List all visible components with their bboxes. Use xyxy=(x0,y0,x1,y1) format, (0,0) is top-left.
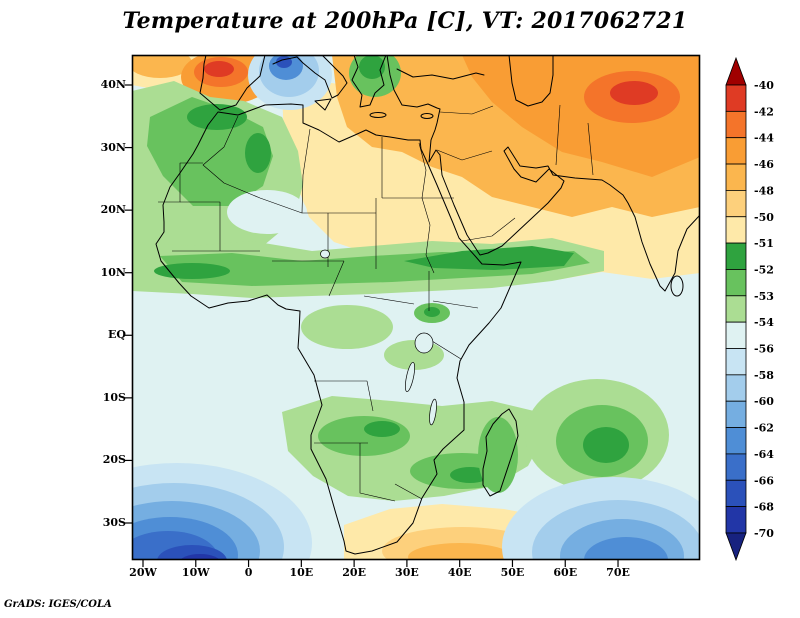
nile-river xyxy=(418,142,435,274)
colorbar-tick-label: -66 xyxy=(754,474,774,487)
colorbar-box xyxy=(725,189,747,218)
asia-coastline xyxy=(386,55,700,292)
lat-tick-label: 10S xyxy=(102,390,126,404)
colorbar-box xyxy=(725,348,747,376)
colorbar-box xyxy=(725,400,747,428)
colorbar-tick-label: -42 xyxy=(754,105,774,118)
lon-tick-label: 40E xyxy=(447,566,472,579)
lon-tick-label: 20E xyxy=(342,566,366,579)
lakes xyxy=(320,249,437,426)
colorbar-tick-label: -54 xyxy=(754,316,774,329)
colorbar-box xyxy=(725,506,747,534)
map-frame xyxy=(131,54,701,561)
sicily-coastline xyxy=(314,98,332,111)
colorbar-tick-label: -53 xyxy=(754,290,774,303)
colorbar-box xyxy=(725,479,747,508)
africa-coastline xyxy=(155,103,522,555)
colorbar-box xyxy=(725,427,747,455)
longitude-axis: 20W 10W 0 10E 20E 30E 40E 50E 60E 70E xyxy=(129,566,700,582)
axis-tick-marks xyxy=(125,84,619,567)
colorbar-box xyxy=(725,110,747,139)
lon-tick-label: 50E xyxy=(500,566,525,579)
colorbar-tick-label: -60 xyxy=(754,395,774,408)
cyprus-coastline xyxy=(420,113,434,119)
colorbar-tick-label: -44 xyxy=(754,132,774,145)
lat-tick-label: 30S xyxy=(102,515,126,529)
map-area xyxy=(125,54,701,567)
plot-title: Temperature at 200hPa [C], VT: 201706272… xyxy=(122,8,688,34)
colorbar-tick-label: -62 xyxy=(754,422,774,435)
colorbar-box xyxy=(725,216,747,244)
lat-tick-label: 30N xyxy=(100,140,126,154)
colorbar-tick-label: -50 xyxy=(754,211,774,224)
crete-coastline xyxy=(369,112,387,118)
latitude-axis: 40N 30N 20N 10N EQ 10S 20S 30S xyxy=(92,55,126,560)
country-borders xyxy=(158,104,594,502)
black-sea-coastline xyxy=(396,68,485,80)
italy-coastline xyxy=(272,55,348,99)
greece-coastline xyxy=(351,55,387,108)
colorbar-tick-label: -70 xyxy=(754,527,774,540)
lake-chad xyxy=(320,249,330,259)
colorbar-tick-label: -56 xyxy=(754,343,774,356)
colorbar-box xyxy=(725,453,747,481)
colorbar-box xyxy=(725,295,747,323)
colorbar-arrow-top xyxy=(725,56,747,86)
colorbar-arrow-bottom xyxy=(725,532,747,562)
lat-tick-label: 10N xyxy=(100,265,126,279)
lon-tick-label: 10E xyxy=(289,566,314,579)
colorbar-tick-label: -46 xyxy=(754,158,774,171)
colorbar-box xyxy=(725,321,747,349)
colorbar-box xyxy=(725,84,747,112)
lat-tick-label: 20N xyxy=(100,203,126,217)
temperature-field xyxy=(132,55,700,560)
colorbar-box xyxy=(725,163,747,191)
lon-tick-label: 30E xyxy=(395,566,419,579)
sri-lanka-coastline xyxy=(670,275,684,297)
colorbar-tick-label: -64 xyxy=(754,448,774,461)
lon-tick-label: 20W xyxy=(129,566,157,579)
credit-text: GrADS: IGES/COLA xyxy=(4,599,112,610)
colorbar: -40 -42 -44 -46 -48 -50 -51 -52 -53 -54 -56 -58 -60 -… xyxy=(725,56,774,562)
lon-tick-label: 10W xyxy=(181,566,210,579)
colorbar-tick-label: -52 xyxy=(754,263,774,276)
colorbar-tick-label: -58 xyxy=(754,369,774,382)
colorbar-box xyxy=(725,269,747,297)
colorbar-tick-label: -51 xyxy=(754,237,774,250)
caspian-sea-coastline xyxy=(508,55,554,107)
colorbar-box xyxy=(725,137,747,165)
iberia-coastline xyxy=(199,55,266,111)
madagascar-coastline xyxy=(482,408,519,497)
lat-tick-label: 20S xyxy=(102,453,126,467)
colorbar-box xyxy=(725,374,747,402)
lake-victoria xyxy=(414,332,434,354)
colorbar-tick-label: -68 xyxy=(754,501,774,514)
lake-malawi xyxy=(429,398,437,426)
coastlines xyxy=(155,55,700,555)
lon-tick-label: 0 xyxy=(244,566,253,579)
lon-tick-label: 60E xyxy=(553,566,578,579)
colorbar-box xyxy=(725,242,747,270)
colorbar-tick-label: -40 xyxy=(754,79,774,92)
map-plot xyxy=(125,54,701,567)
lake-tanganyika xyxy=(405,361,415,393)
lat-tick-label: 40N xyxy=(100,78,126,91)
lon-tick-label: 70E xyxy=(606,566,630,579)
lat-tick-label: EQ xyxy=(108,328,126,342)
colorbar-tick-label: -48 xyxy=(754,184,774,197)
